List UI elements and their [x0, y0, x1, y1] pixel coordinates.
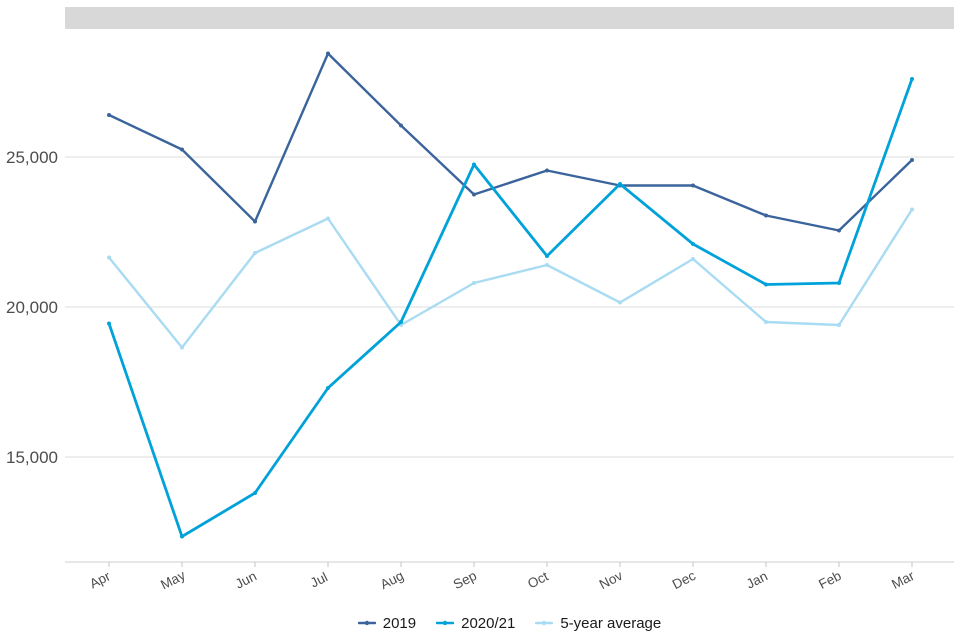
line-5-year-average	[107, 208, 914, 349]
point-5-year-average-dec	[691, 257, 695, 261]
x-axis-label: Nov	[597, 568, 625, 592]
point-2019-jan	[764, 213, 768, 218]
point-2019-oct	[545, 168, 549, 173]
y-axis-label: 25,000	[6, 148, 58, 167]
point-2020-21-aug	[399, 320, 403, 324]
legend-label-2019: 2019	[382, 614, 417, 632]
point-5-year-average-sep	[472, 281, 476, 285]
point-5-year-average-mar	[910, 207, 914, 212]
point-2020-21-jul	[326, 386, 330, 390]
legend-label-5-year-average: 5-year average	[560, 614, 662, 632]
point-2019-aug	[399, 123, 403, 128]
x-axis-label: Jan	[744, 568, 770, 591]
point-2019-mar	[910, 158, 914, 162]
point-2020-21-mar	[910, 77, 914, 81]
point-2020-21-sep	[472, 162, 476, 167]
point-5-year-average-apr	[107, 255, 111, 260]
x-axis-label: Apr	[87, 568, 113, 591]
legend-swatch-5-year-average	[535, 620, 554, 626]
point-5-year-average-may	[180, 345, 184, 350]
legend-item-2019[interactable]: 2019	[357, 614, 417, 632]
point-2019-dec	[691, 183, 695, 188]
top-bar	[65, 7, 954, 29]
x-axis-label: Oct	[525, 568, 551, 591]
point-2020-21-nov	[618, 182, 622, 186]
point-2020-21-dec	[691, 242, 695, 246]
x-axis-label: Sep	[451, 568, 479, 592]
point-2020-21-apr	[107, 321, 111, 326]
point-2020-21-jun	[253, 491, 257, 495]
point-5-year-average-jan	[764, 320, 768, 324]
x-axis-label: Aug	[378, 568, 406, 592]
point-2019-may	[180, 147, 184, 152]
legend-swatch-2019	[357, 620, 376, 626]
point-2019-jul	[326, 51, 330, 56]
point-5-year-average-jul	[326, 216, 330, 221]
x-axis-label: Jun	[233, 568, 259, 591]
x-axis-label: Dec	[670, 568, 698, 592]
legend-label-2020-21: 2020/21	[461, 614, 516, 632]
legend-item-2020-21[interactable]: 2020/21	[436, 616, 515, 631]
point-2020-21-jan	[764, 282, 768, 287]
line-2020-21	[107, 77, 914, 538]
x-axis-label: May	[158, 567, 188, 592]
point-2020-21-feb	[837, 281, 841, 285]
point-2019-apr	[107, 113, 111, 117]
legend-swatch-2020-21	[436, 620, 455, 626]
x-axis-label: Jul	[308, 569, 330, 590]
y-axis-label: 20,000	[6, 298, 58, 317]
legend-item-5-year-average[interactable]: 5-year average	[535, 616, 661, 631]
legend-dot-icon	[364, 620, 369, 626]
x-axis-label: Feb	[816, 568, 844, 592]
point-5-year-average-oct	[545, 263, 549, 267]
point-2020-21-may	[180, 534, 184, 539]
legend: 2019 2020/21 5-year average	[65, 610, 954, 636]
point-2020-21-oct	[545, 254, 549, 258]
line-2019	[107, 52, 914, 232]
point-2019-jun	[253, 219, 257, 224]
legend-dot-icon	[542, 620, 547, 626]
point-5-year-average-nov	[618, 300, 622, 305]
point-5-year-average-feb	[837, 323, 841, 327]
point-5-year-average-jun	[253, 251, 257, 255]
y-axis-label: 15,000	[6, 448, 58, 467]
point-2019-feb	[837, 228, 841, 233]
x-axis-label: Mar	[889, 568, 917, 592]
legend-dot-icon	[442, 620, 448, 626]
point-2019-sep	[472, 192, 476, 197]
